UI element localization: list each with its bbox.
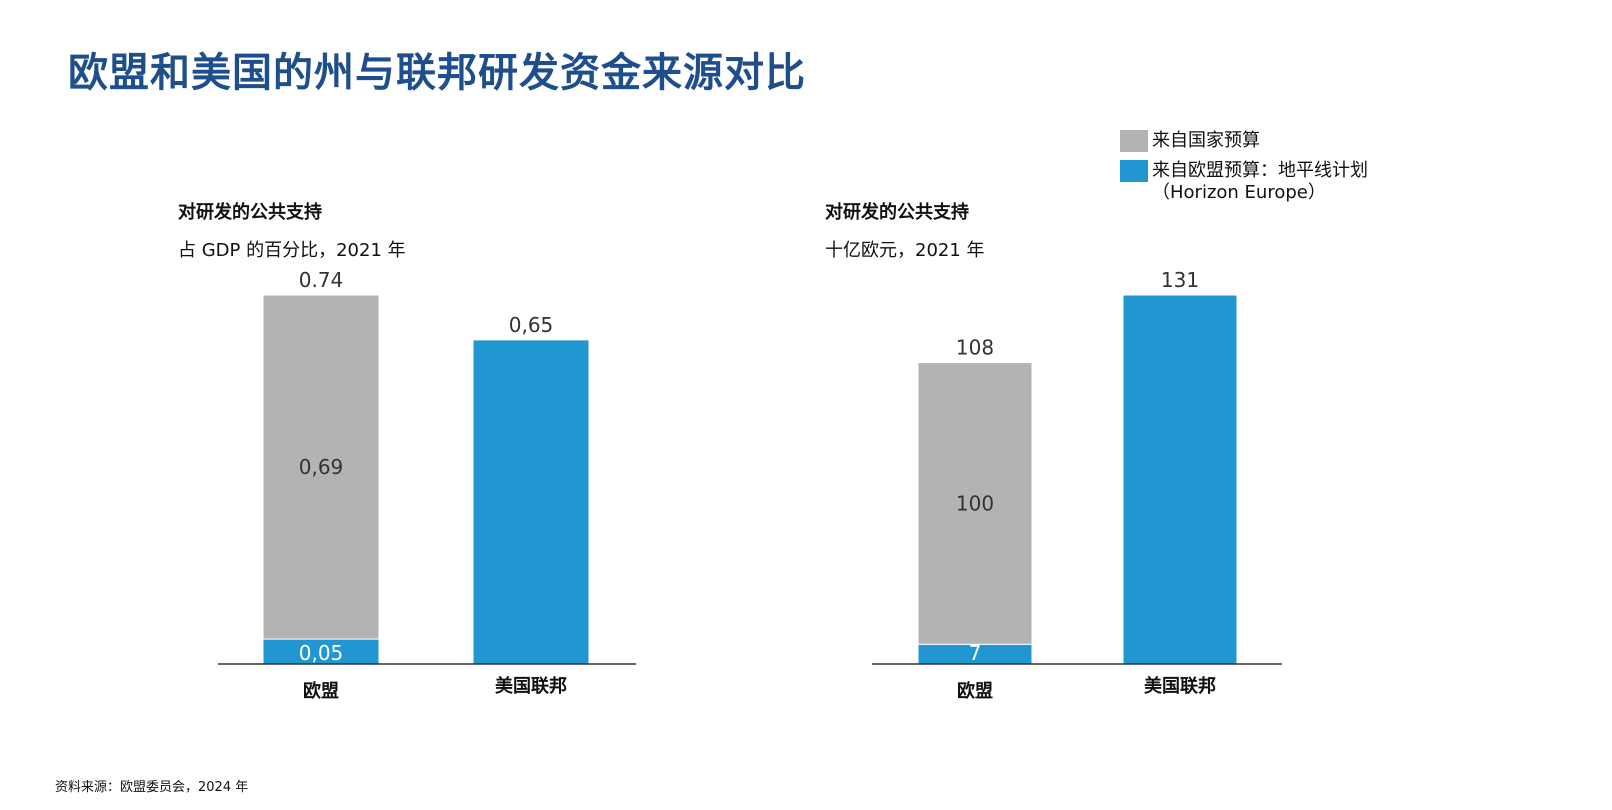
bar-chart1-eu-2 [472, 339, 590, 665]
category-label-chart2-2: 美国联邦 [1144, 675, 1216, 697]
legend-swatch-national [1120, 130, 1148, 152]
bar-chart2-national-1 [917, 362, 1033, 645]
data-label-chart1-eu-1: 0,05 [299, 641, 344, 665]
data-label-chart2-eu-2: 131 [1161, 268, 1199, 292]
right-chart-title: 对研发的公共支持 [825, 202, 969, 223]
legend: 来自国家预算 来自欧盟预算：地平线计划（Horizon Europe） [1120, 130, 1452, 212]
data-label-chart1-eu-2: 0,65 [509, 313, 554, 337]
left-chart-title: 对研发的公共支持 [178, 202, 322, 223]
legend-item-eu: 来自欧盟预算：地平线计划（Horizon Europe） [1120, 160, 1452, 204]
legend-label-national: 来自国家预算 [1152, 130, 1260, 151]
total-label-chart2-1: 108 [956, 336, 994, 360]
data-label-chart2-eu-1: 7 [969, 641, 982, 665]
left-chart-header: 对研发的公共支持 占 GDP 的百分比，2021 年 [178, 198, 406, 262]
category-label-chart1-2: 美国联邦 [495, 675, 567, 697]
total-label-chart1-1: 0.74 [299, 268, 344, 292]
legend-label-eu: 来自欧盟预算：地平线计划（Horizon Europe） [1152, 160, 1368, 203]
legend-item-national: 来自国家预算 [1120, 130, 1452, 152]
data-label-chart2-national-1: 100 [956, 491, 994, 515]
page-title: 欧盟和美国的州与联邦研发资金来源对比 [68, 50, 806, 96]
source-note: 资料来源：欧盟委员会，2024 年 [55, 780, 249, 795]
legend-swatch-eu [1120, 160, 1148, 182]
right-chart-unit: 十亿欧元，2021 年 [825, 240, 985, 261]
right-chart-header: 对研发的公共支持 十亿欧元，2021 年 [825, 198, 985, 262]
bar-chart2-eu-2 [1122, 294, 1238, 665]
category-label-chart1-1: 欧盟 [303, 680, 339, 702]
category-label-chart2-1: 欧盟 [957, 680, 993, 702]
left-chart-unit: 占 GDP 的百分比，2021 年 [178, 240, 406, 261]
bar-chart1-national-1 [262, 294, 380, 640]
data-label-chart1-national-1: 0,69 [299, 455, 344, 479]
